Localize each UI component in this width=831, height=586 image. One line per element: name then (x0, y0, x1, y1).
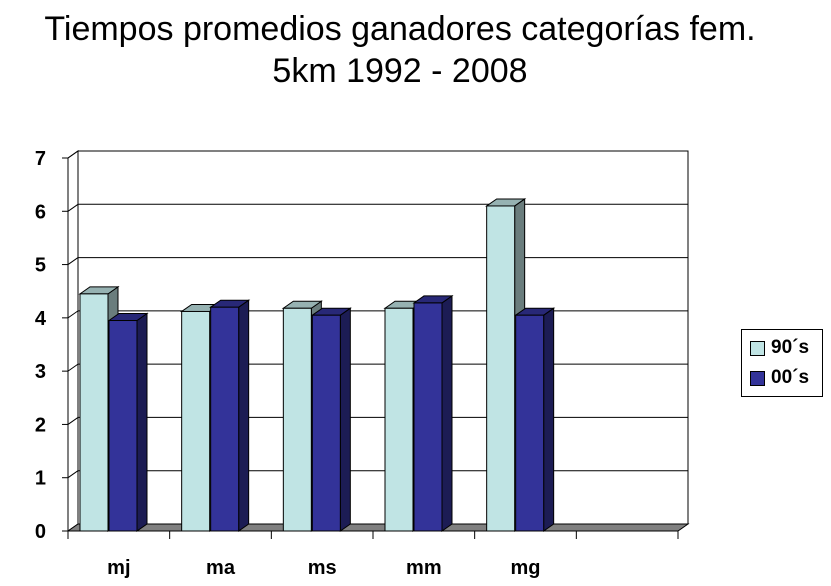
gridline-side (67, 470, 79, 479)
legend: 90´s 00´s (741, 329, 823, 397)
x-tick-label: mm (406, 557, 442, 579)
legend-swatch-00s (750, 370, 765, 386)
gridline-side (67, 257, 79, 265)
chart-title-line-1: Tiempos promedios ganadores categorías f… (44, 10, 756, 48)
bar-mj-00s (107, 312, 149, 532)
legend-label-00s: 00´s (771, 367, 810, 388)
x-tick-label: ma (206, 557, 236, 579)
y-tick-label: 1 (35, 468, 46, 490)
gridline-side (67, 417, 79, 425)
bar-mg-00s (514, 307, 556, 532)
legend-swatch-90s (750, 340, 765, 356)
x-tick-label: mj (107, 557, 130, 579)
y-tick-label: 5 (35, 255, 46, 277)
gridline-side (67, 310, 79, 319)
back-wall (77, 150, 689, 525)
bar-ma-00s (209, 299, 251, 532)
y-tick-label: 6 (35, 201, 46, 223)
legend-item-00s: 00´s (750, 366, 809, 390)
bar-ms-00s (310, 307, 352, 532)
y-tick-label: 2 (35, 414, 46, 436)
legend-label-90s: 90´s (771, 337, 810, 358)
floor (66, 523, 690, 532)
legend-item-90s: 90´s (750, 336, 809, 360)
y-tick-label: 7 (35, 148, 46, 170)
y-tick-label: 4 (35, 308, 47, 330)
gridline-side (67, 150, 79, 159)
bar-mm-00s (412, 294, 454, 532)
chart-title-line-2: 5km 1992 - 2008 (272, 52, 528, 90)
x-tick-label: mg (511, 557, 541, 579)
gridline-side (67, 363, 79, 372)
y-tick-label: 0 (35, 521, 46, 543)
x-tick-label: ms (308, 557, 337, 579)
chart-title: Tiempos promedios ganadores categorías f… (0, 8, 800, 92)
gridline-side (67, 203, 79, 212)
y-tick-label: 3 (35, 361, 46, 383)
